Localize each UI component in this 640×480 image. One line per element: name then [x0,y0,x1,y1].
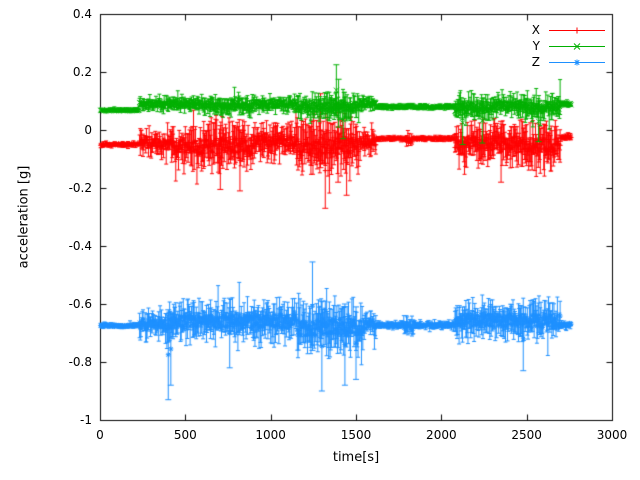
legend-label: Z [531,55,540,69]
y-tick-label: 0.2 [72,65,92,79]
y-tick-label: -0.2 [68,181,92,195]
y-tick-label: -0.8 [68,355,92,369]
y-tick-label: -1 [80,413,92,427]
x-tick-label: 2500 [511,428,542,442]
legend-sample-asterisk-icon [549,59,605,65]
legend-entry-z: Z [532,54,606,70]
legend-label: Y [532,39,540,53]
legend-label: X [531,23,540,37]
legend-entry-x: X [532,22,606,38]
x-tick-label: 0 [96,428,104,442]
x-axis-label: time[s] [332,450,380,465]
legend-sample-x-icon [549,42,605,50]
legend-sample-plus-icon [549,27,605,33]
x-tick-label: 1500 [340,428,372,442]
x-tick-label: 2000 [426,428,457,442]
x-tick-label: 3000 [596,428,628,442]
y-tick-label: -0.4 [68,239,92,253]
x-tick-label: 500 [173,428,197,442]
y-tick-label: -0.6 [68,297,92,311]
legend-entry-y: Y [533,38,606,54]
y-tick-label: 0 [84,123,92,137]
y-axis-label: acceleration [g] [16,165,32,269]
y-tick-label: 0.4 [72,7,92,21]
x-tick-label: 1000 [255,428,286,442]
